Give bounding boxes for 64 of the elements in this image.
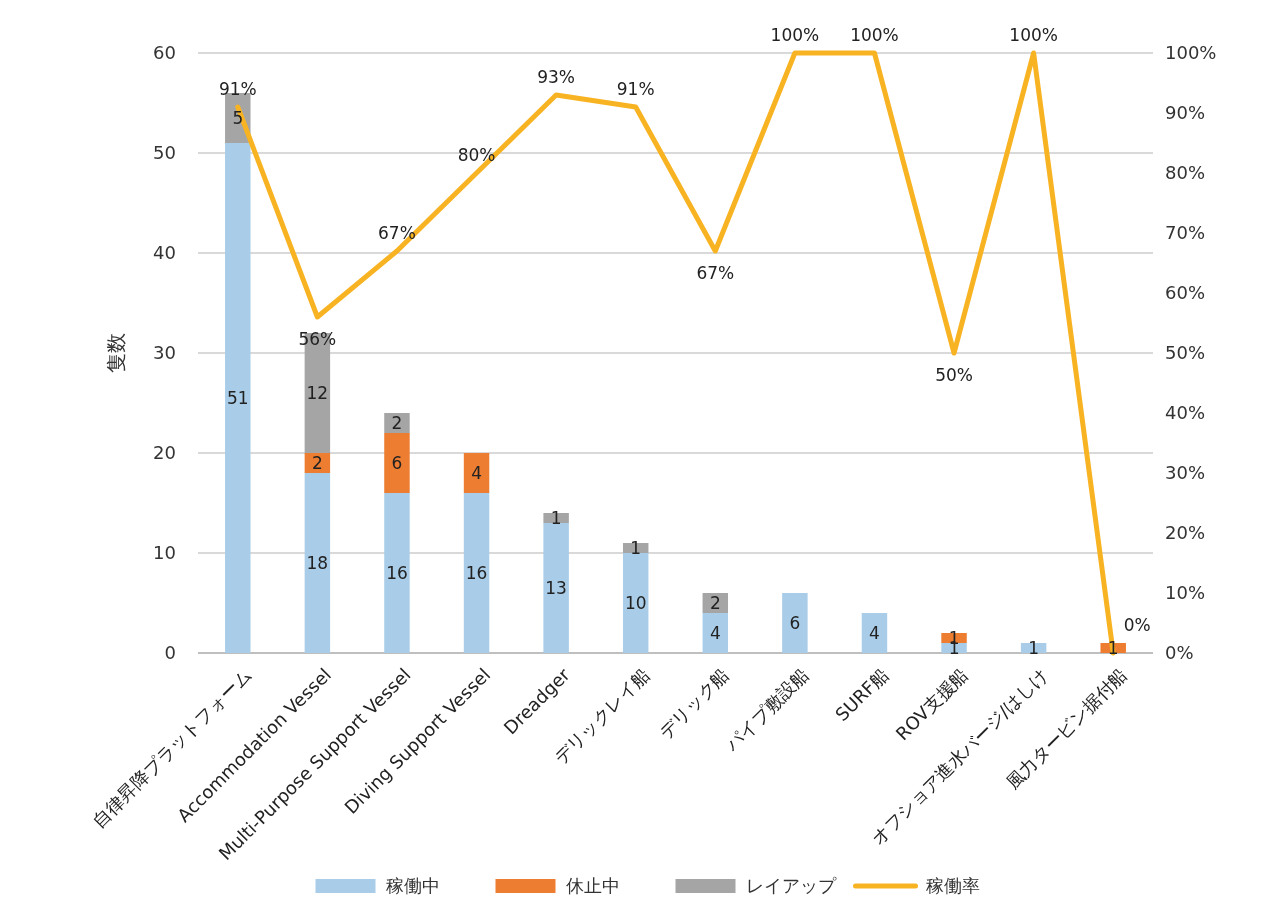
y2-tick-label: 80% xyxy=(1165,162,1206,184)
data-label: 4 xyxy=(471,462,482,483)
legend-label: 稼働中 xyxy=(385,875,440,897)
y-tick-label: 40 xyxy=(153,242,176,264)
bar xyxy=(782,593,808,653)
data-label: 4 xyxy=(709,622,721,643)
y2-tick-label: 50% xyxy=(1165,342,1206,364)
bar xyxy=(463,493,490,653)
data-label: 91% xyxy=(218,79,257,99)
y2-tick-label: 0% xyxy=(1165,642,1194,664)
data-label: 12 xyxy=(306,382,329,403)
bar xyxy=(384,433,410,493)
data-label: 100% xyxy=(1009,25,1058,45)
bar xyxy=(543,523,569,653)
legend-label: レイアップ xyxy=(745,875,837,897)
y-tick-label: 30 xyxy=(153,342,176,364)
y2-tick-label: 10% xyxy=(1165,582,1206,604)
y2-tick-label: 20% xyxy=(1165,522,1206,544)
data-label: 13 xyxy=(545,577,567,598)
data-label: 1 xyxy=(1107,637,1119,658)
data-label: 1 xyxy=(630,537,642,558)
data-label: 91% xyxy=(616,79,655,99)
data-label: 100% xyxy=(850,25,899,45)
data-label: 2 xyxy=(311,452,323,473)
data-label: 0% xyxy=(1123,615,1151,635)
data-label: 67% xyxy=(378,223,416,243)
bar xyxy=(861,613,888,653)
data-label: 100% xyxy=(770,25,820,45)
data-label: 16 xyxy=(386,562,408,583)
data-label: 80% xyxy=(457,145,496,165)
data-label: 51 xyxy=(226,387,249,408)
y2-tick-label: 90% xyxy=(1165,102,1206,124)
bar xyxy=(225,143,251,653)
data-label: 50% xyxy=(935,365,973,385)
y2-tick-label: 40% xyxy=(1165,402,1206,424)
legend-label: 稼働率 xyxy=(925,875,980,897)
data-label: 1 xyxy=(550,507,562,528)
y2-tick-label: 100% xyxy=(1165,42,1217,64)
y-tick-label: 50 xyxy=(153,142,176,164)
data-label: 67% xyxy=(696,263,735,283)
data-label: 10 xyxy=(624,592,647,613)
data-label: 4 xyxy=(869,622,880,643)
data-label: 16 xyxy=(465,562,488,583)
data-label: 2 xyxy=(709,592,721,613)
bar xyxy=(384,493,410,653)
data-label: 1 xyxy=(1028,637,1040,658)
data-label: 93% xyxy=(537,67,576,87)
y2-tick-label: 60% xyxy=(1165,282,1206,304)
bar xyxy=(702,613,729,653)
y-tick-label: 0 xyxy=(164,642,176,664)
y-axis-title: 隻数 xyxy=(104,333,128,373)
data-label: 18 xyxy=(306,552,329,573)
y2-tick-label: 70% xyxy=(1165,222,1206,244)
data-label: 2 xyxy=(391,412,403,433)
bar xyxy=(304,473,331,653)
bar xyxy=(622,553,649,653)
y-tick-label: 20 xyxy=(153,442,176,464)
legend-label: 休止中 xyxy=(565,875,620,897)
data-label: 6 xyxy=(391,452,403,473)
y2-tick-label: 30% xyxy=(1165,462,1206,484)
y-tick-label: 10 xyxy=(153,542,176,564)
y-tick-label: 60 xyxy=(153,42,176,64)
data-label: 6 xyxy=(789,612,801,633)
bar xyxy=(463,453,490,493)
